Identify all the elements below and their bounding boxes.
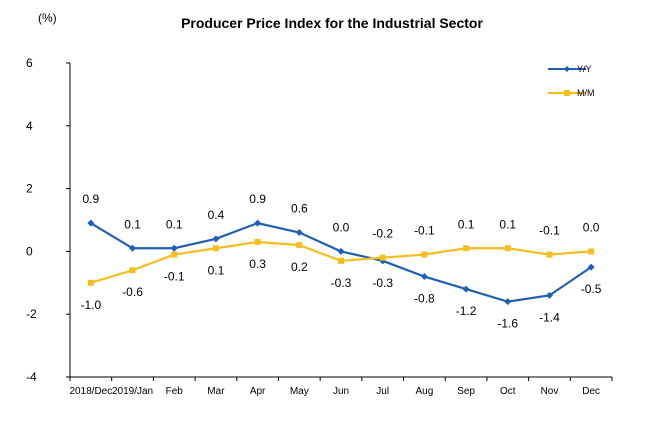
data-label-mm: -0.6 [122, 285, 143, 299]
x-tick-label: Sep [457, 386, 475, 397]
x-tick-label: Apr [250, 386, 266, 397]
data-point-yy [129, 244, 137, 252]
legend-entry-label: M/M [577, 88, 595, 98]
chart-title: Producer Price Index for the Industrial … [181, 15, 483, 31]
data-labels: 0.9 -1.0 0.1 -0.6 0.1 -0.1 0.4 0.1 0.9 0.3 0.6 0.2 0… [81, 192, 602, 331]
legend-entry-label: Y/Y [577, 64, 592, 74]
data-label-yy: -1.4 [539, 310, 560, 324]
data-point-yy [337, 247, 345, 255]
data-point-yy [420, 273, 428, 281]
series-layer [87, 219, 595, 306]
data-point-yy [462, 285, 470, 293]
data-point-mm [338, 257, 344, 264]
data-label-mm: -0.3 [331, 276, 352, 290]
data-point-mm [129, 267, 136, 274]
data-label-yy: 0.9 [249, 192, 266, 206]
y-axis-unit: (%) [38, 11, 57, 25]
x-tick-label: Oct [500, 386, 516, 397]
data-label-yy: 0.1 [166, 217, 183, 231]
data-label-mm: 0.0 [583, 220, 600, 234]
legend: Y/Y M/M [548, 64, 595, 98]
x-tick-label: Dec [582, 386, 600, 397]
y-tick-label: 6 [26, 56, 33, 70]
x-tick-label: Jun [333, 386, 349, 397]
data-point-mm [379, 254, 386, 261]
data-label-mm: -0.2 [372, 227, 393, 241]
data-label-yy: 0.1 [124, 217, 141, 231]
data-point-mm [296, 242, 303, 249]
data-label-yy: 0.4 [208, 208, 225, 222]
axes: -4 -2 0 2 4 6 2018/Dec 2019/Jan Feb Mar Apr May Jun J… [26, 56, 613, 397]
data-label-yy: -0.5 [581, 282, 602, 296]
data-point-mm [254, 238, 261, 245]
legend-swatch-marker [564, 90, 570, 96]
data-point-mm [421, 251, 428, 258]
data-point-yy [545, 291, 553, 299]
data-label-yy: -1.2 [456, 304, 477, 318]
data-point-mm [171, 251, 178, 258]
data-label-mm: 0.1 [208, 263, 225, 277]
data-label-yy: 0.9 [83, 192, 100, 206]
y-tick-label: -4 [26, 370, 37, 384]
legend-swatch-marker [564, 66, 570, 72]
x-tick-label: Mar [207, 386, 225, 397]
data-label-mm: 0.2 [291, 260, 308, 274]
y-tick-label: 2 [26, 182, 33, 196]
data-label-mm: 0.3 [249, 257, 266, 271]
x-tick-label: Aug [415, 386, 433, 397]
y-tick-label: 0 [26, 244, 33, 258]
x-tick-label: 2019/Jan [112, 386, 153, 397]
data-label-mm: 0.1 [499, 217, 516, 231]
data-label-mm: -0.1 [164, 270, 185, 284]
x-tick-label: 2018/Dec [69, 386, 112, 397]
data-point-mm [504, 245, 511, 252]
data-label-yy: -0.3 [372, 276, 393, 290]
data-point-mm [463, 245, 470, 252]
y-tick-label: 4 [26, 119, 33, 133]
data-point-mm [588, 248, 595, 255]
data-label-yy: 0.6 [291, 202, 308, 216]
data-point-mm [546, 251, 553, 258]
data-label-yy: 0.0 [333, 220, 350, 234]
x-tick-label: Jul [376, 386, 389, 397]
x-tick-label: Feb [166, 386, 184, 397]
data-label-mm: -0.1 [414, 224, 435, 238]
data-label-yy: -1.6 [497, 317, 518, 331]
data-point-mm [87, 279, 94, 286]
data-point-yy [504, 298, 512, 306]
data-label-mm: -1.0 [81, 298, 102, 312]
data-label-mm: 0.1 [458, 217, 475, 231]
data-label-mm: -0.1 [539, 224, 560, 238]
x-tick-label: Nov [541, 386, 559, 397]
data-point-mm [212, 245, 219, 252]
x-tick-label: May [290, 386, 309, 397]
data-point-yy [212, 235, 220, 243]
data-point-yy [254, 219, 262, 227]
data-point-yy [87, 219, 95, 227]
data-point-yy [587, 263, 595, 271]
data-point-yy [295, 229, 303, 237]
data-point-yy [170, 244, 178, 252]
y-tick-label: -2 [26, 307, 37, 321]
data-label-yy: -0.8 [414, 292, 435, 306]
